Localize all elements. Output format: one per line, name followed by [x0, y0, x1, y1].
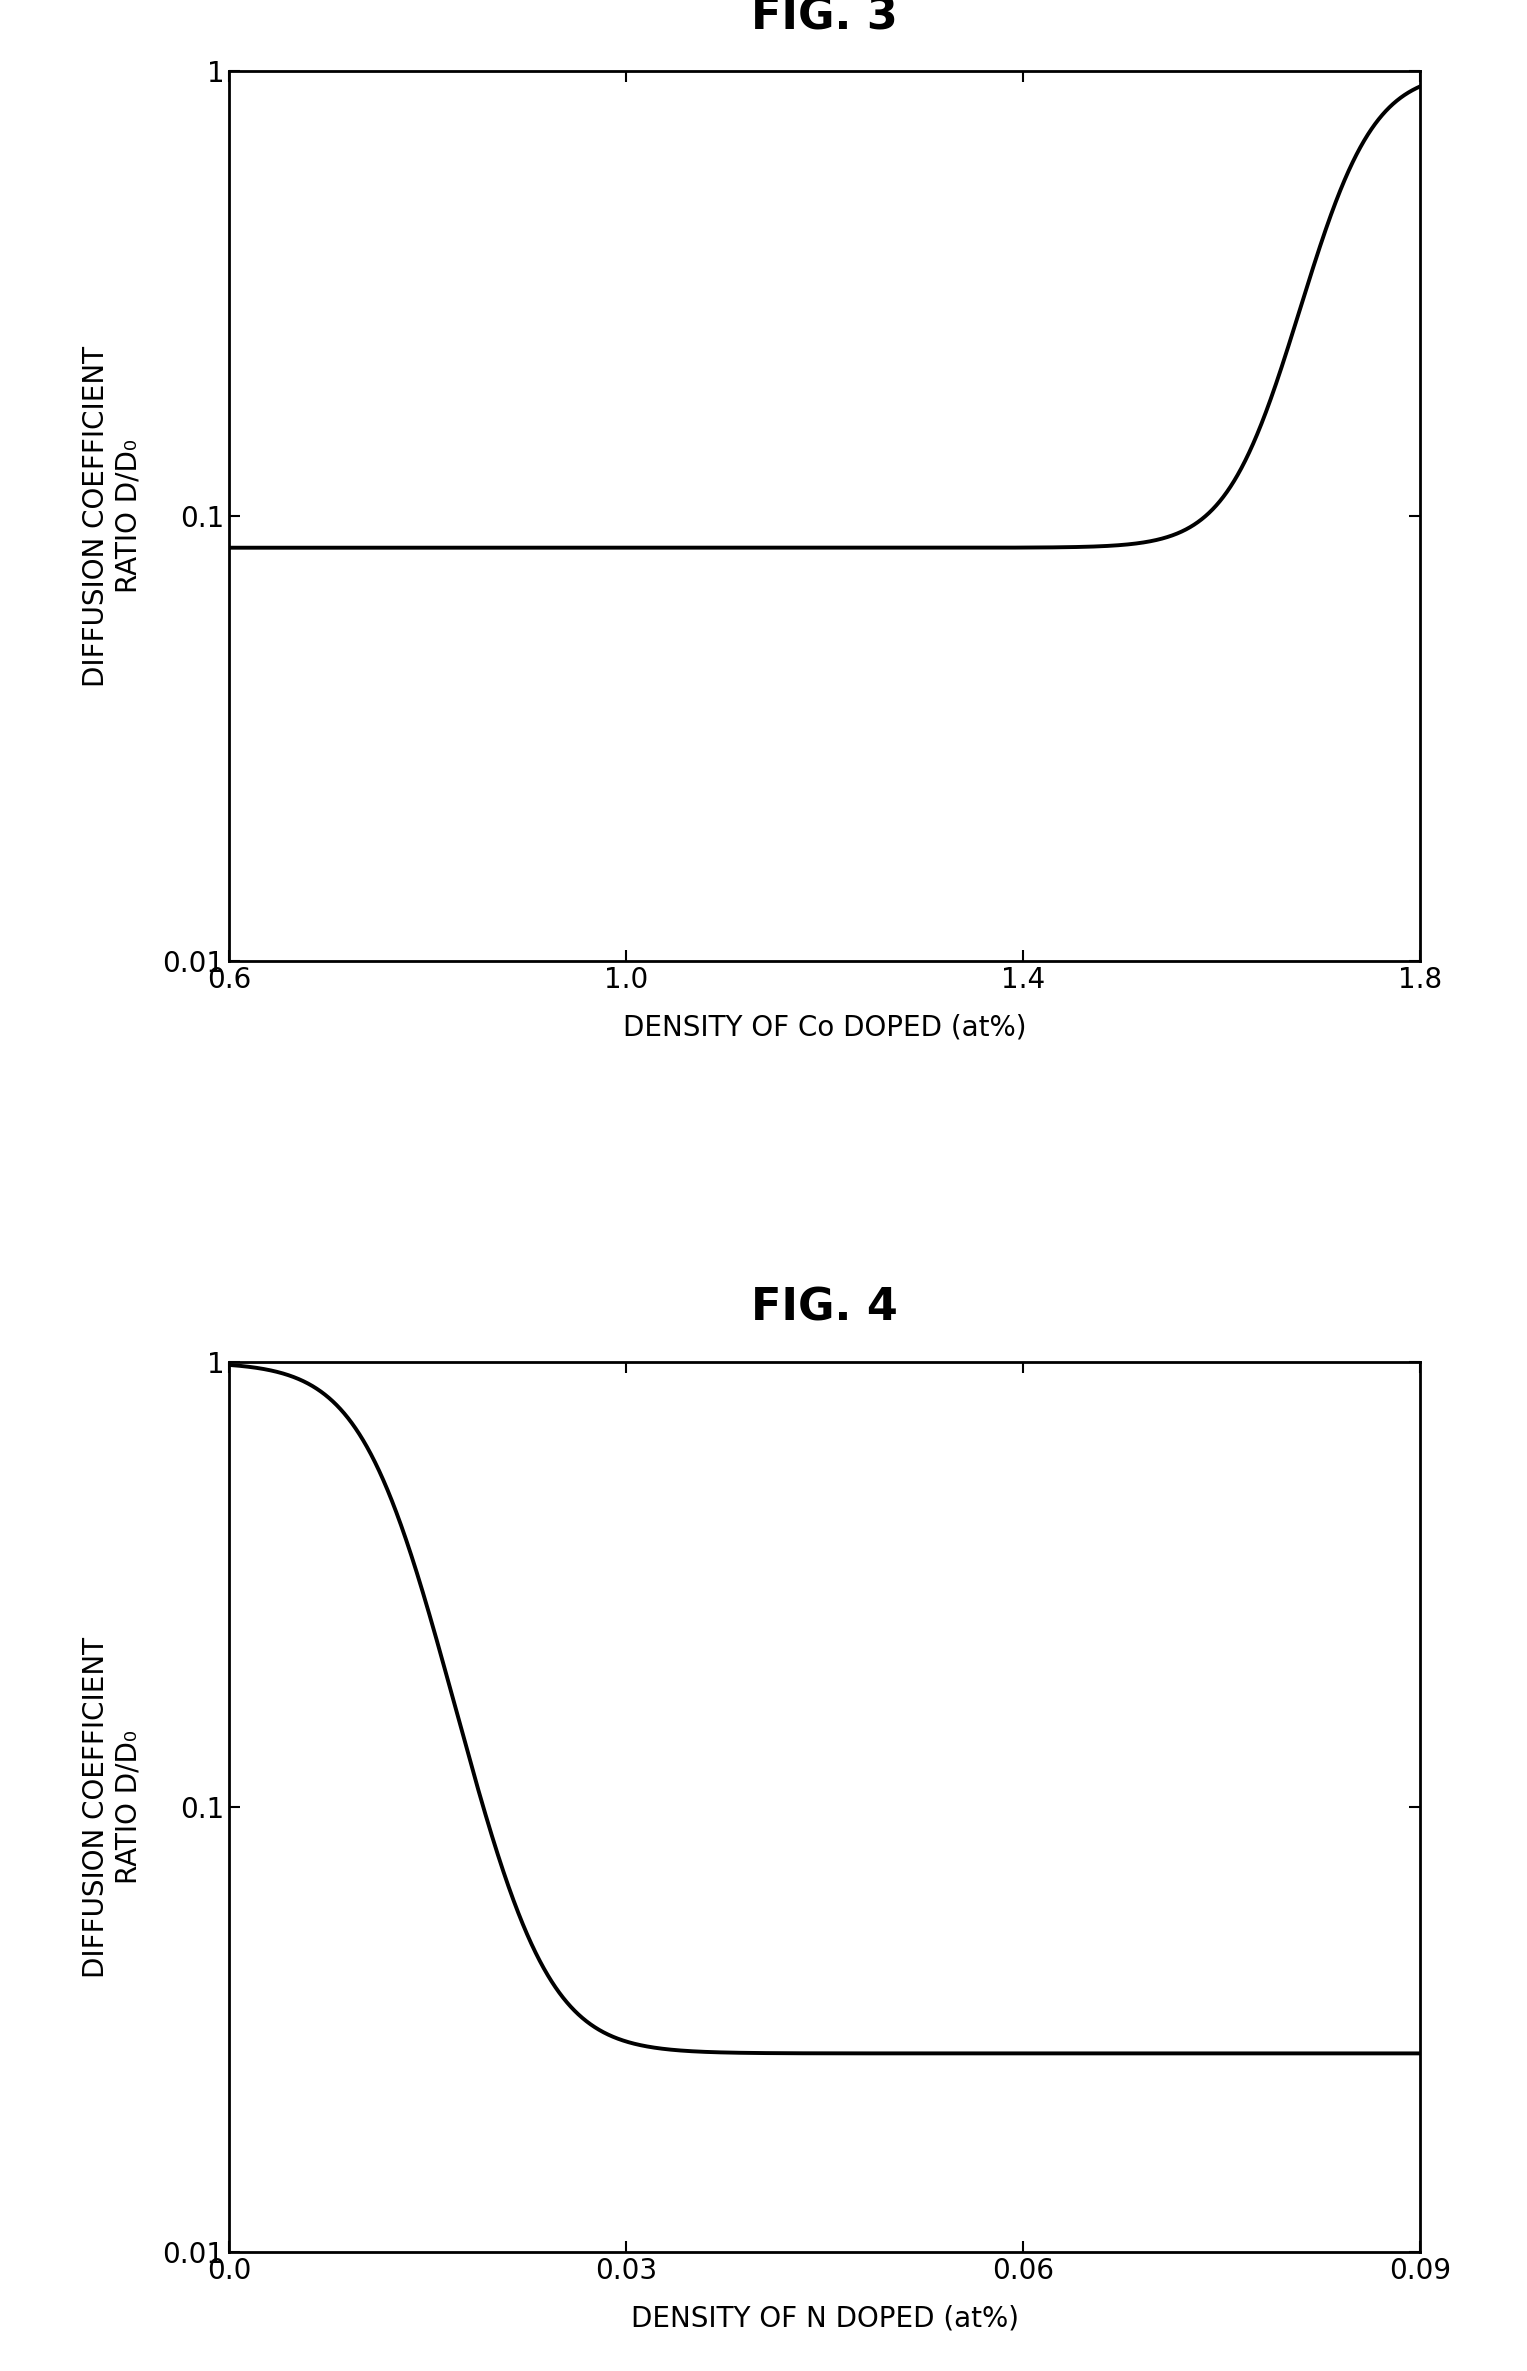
Y-axis label: DIFFUSION COEFFICIENT
RATIO D/D₀: DIFFUSION COEFFICIENT RATIO D/D₀ — [82, 346, 142, 688]
Y-axis label: DIFFUSION COEFFICIENT
RATIO D/D₀: DIFFUSION COEFFICIENT RATIO D/D₀ — [82, 1636, 142, 1977]
Title: FIG. 3: FIG. 3 — [751, 0, 898, 38]
X-axis label: DENSITY OF N DOPED (at%): DENSITY OF N DOPED (at%) — [631, 2305, 1019, 2333]
X-axis label: DENSITY OF Co DOPED (at%): DENSITY OF Co DOPED (at%) — [623, 1015, 1026, 1041]
Title: FIG. 4: FIG. 4 — [751, 1287, 898, 1330]
